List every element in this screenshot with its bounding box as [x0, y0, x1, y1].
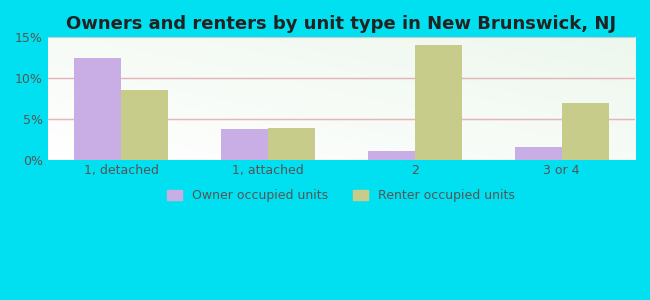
Bar [562, 103, 608, 160]
Bar [74, 58, 121, 160]
Title: Owners and renters by unit type in New Brunswick, NJ: Owners and renters by unit type in New B… [66, 15, 616, 33]
Bar [368, 152, 415, 160]
Bar [415, 46, 461, 160]
Bar [121, 90, 168, 160]
Bar [268, 128, 315, 160]
Bar [515, 147, 562, 160]
Bar [221, 129, 268, 160]
Legend: Owner occupied units, Renter occupied units: Owner occupied units, Renter occupied un… [162, 184, 521, 207]
